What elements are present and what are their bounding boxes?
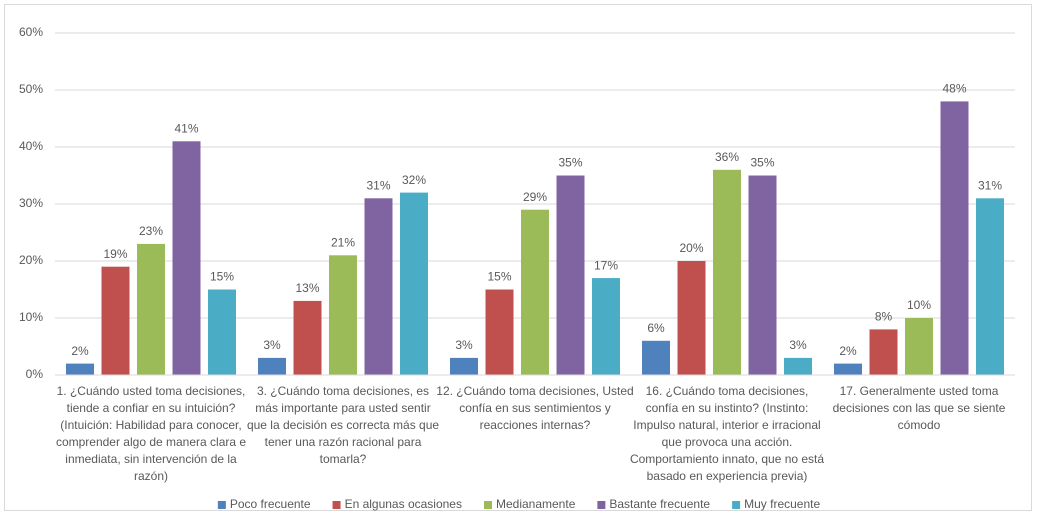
legend-swatch	[332, 501, 341, 509]
data-label: 21%	[331, 235, 355, 249]
bar	[364, 198, 393, 375]
data-label: 29%	[523, 190, 547, 204]
data-label: 20%	[679, 241, 703, 255]
x-tick-label: 17. Generalmente usted toma decisiones c…	[832, 384, 1006, 432]
bar	[556, 175, 585, 375]
legend-swatch	[732, 501, 741, 509]
data-label: 3%	[789, 338, 807, 352]
legend-label: Muy frecuente	[744, 497, 820, 511]
bar	[784, 357, 812, 375]
bar	[748, 175, 777, 375]
bar	[137, 243, 165, 375]
bar	[450, 357, 478, 375]
data-label: 3%	[263, 338, 281, 352]
bar	[905, 318, 933, 375]
x-tick-label: 16. ¿Cuándo toma decisiones, confía en s…	[629, 384, 825, 483]
legend-label: Poco frecuente	[230, 497, 311, 511]
data-label: 23%	[139, 224, 163, 238]
bar	[834, 363, 862, 375]
bar	[713, 169, 741, 375]
y-tick-label: 40%	[19, 139, 43, 153]
data-label: 15%	[487, 270, 511, 284]
y-tick-label: 50%	[19, 82, 43, 96]
data-label: 17%	[594, 258, 618, 272]
legend-swatch	[217, 501, 226, 509]
bar	[293, 300, 322, 375]
y-tick-label: 20%	[19, 253, 43, 267]
legend-label: En algunas ocasiones	[345, 497, 462, 511]
bar	[521, 209, 549, 375]
bar	[677, 261, 706, 375]
data-label: 32%	[402, 173, 426, 187]
bar	[400, 192, 428, 375]
bar	[940, 101, 969, 376]
x-tick-label: 1. ¿Cuándo usted toma decisiones, tiende…	[55, 384, 247, 483]
bar	[258, 357, 286, 375]
data-label: 2%	[71, 344, 89, 358]
bar	[869, 329, 898, 375]
data-label: 6%	[647, 321, 665, 335]
data-label: 31%	[978, 178, 1002, 192]
bar	[101, 266, 130, 375]
data-label: 19%	[103, 247, 127, 261]
y-tick-label: 30%	[19, 196, 43, 210]
legend-swatch	[597, 501, 606, 509]
bar	[66, 363, 94, 375]
bar	[485, 289, 514, 375]
x-tick-label: 12. ¿Cuándo toma decisiones, Usted confí…	[436, 384, 634, 432]
data-label: 31%	[366, 178, 390, 192]
bar	[329, 255, 357, 375]
bar	[642, 340, 670, 375]
data-label: 41%	[174, 121, 198, 135]
y-tick-label: 60%	[19, 25, 43, 39]
data-label: 36%	[715, 150, 739, 164]
legend-label: Medianamente	[496, 497, 576, 511]
data-label: 48%	[942, 82, 966, 96]
data-label: 3%	[455, 338, 473, 352]
bar	[976, 198, 1004, 375]
bar	[172, 141, 201, 375]
data-label: 13%	[295, 281, 319, 295]
data-label: 2%	[839, 344, 857, 358]
bar	[208, 289, 236, 375]
x-tick-label: 3. ¿Cuándo toma decisiones, es más impor…	[246, 384, 440, 466]
data-label: 8%	[875, 310, 893, 324]
legend-swatch	[483, 501, 492, 509]
data-label: 15%	[210, 270, 234, 284]
legend-label: Bastante frecuente	[609, 497, 710, 511]
data-label: 10%	[907, 298, 931, 312]
y-tick-label: 10%	[19, 310, 43, 324]
y-tick-label: 0%	[26, 367, 44, 381]
bar	[592, 278, 620, 375]
chart-frame	[4, 4, 1032, 511]
data-label: 35%	[750, 156, 774, 170]
data-label: 35%	[558, 156, 582, 170]
